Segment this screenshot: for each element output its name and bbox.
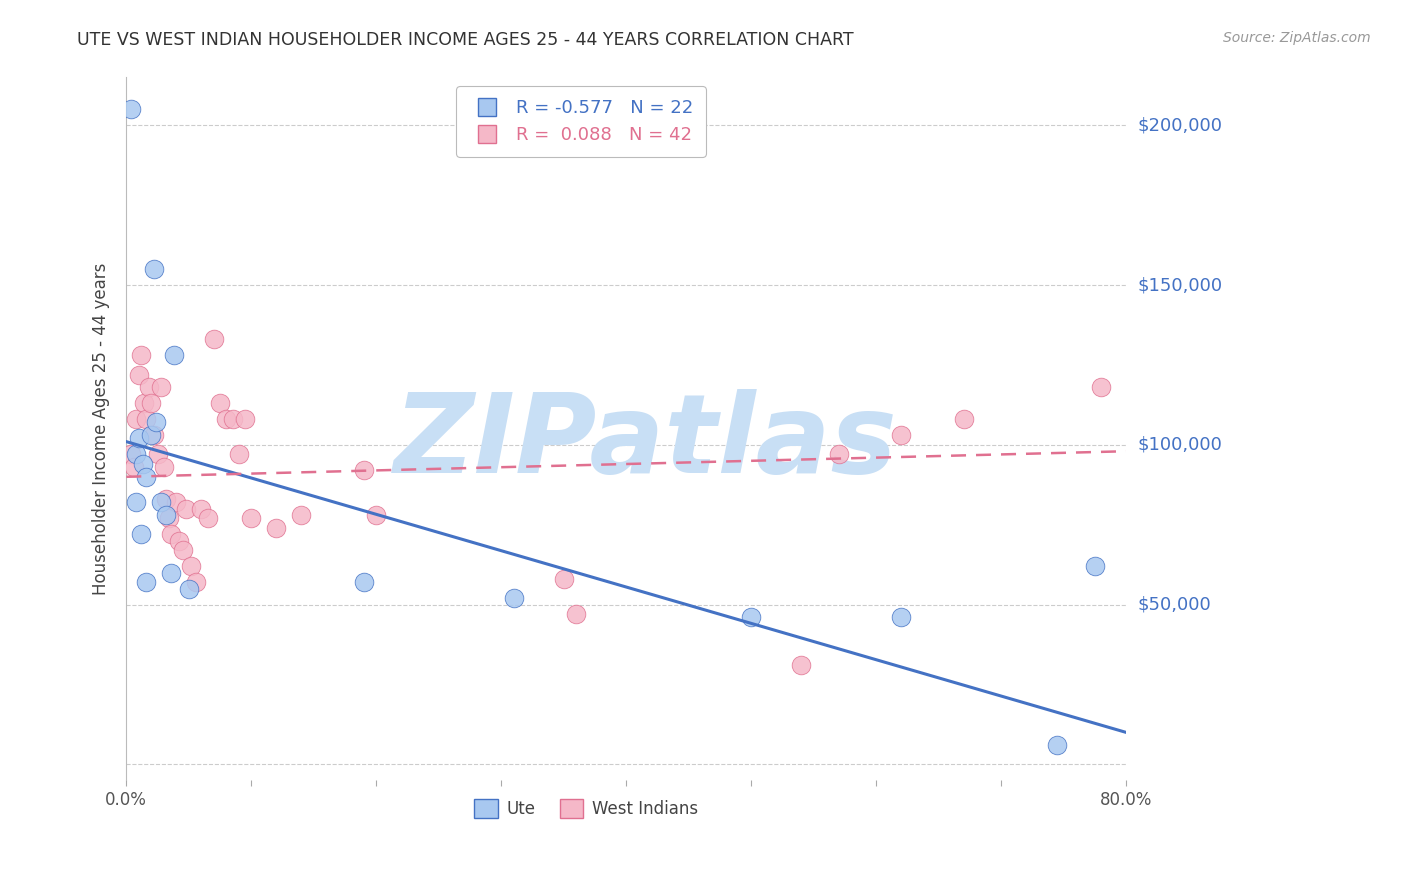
Point: [264, 521, 287, 535]
Point: [152, 460, 174, 475]
Point: [790, 658, 813, 673]
Point: [215, 412, 238, 426]
Point: [125, 447, 148, 461]
Point: [120, 103, 142, 117]
Point: [202, 333, 225, 347]
Point: [141, 396, 163, 410]
Point: [827, 447, 849, 461]
Point: [129, 348, 152, 362]
Point: [142, 428, 165, 442]
Point: [135, 470, 157, 484]
Point: [150, 495, 173, 509]
Point: [565, 607, 588, 622]
Y-axis label: Householder Income Ages 25 - 44 years: Householder Income Ages 25 - 44 years: [93, 262, 110, 595]
Point: [353, 463, 375, 477]
Point: [128, 368, 150, 382]
Point: [228, 447, 250, 461]
Text: ZIPatlas: ZIPatlas: [394, 390, 898, 497]
Point: [180, 559, 202, 574]
Point: [138, 380, 160, 394]
Point: [120, 447, 142, 461]
Point: [502, 591, 524, 606]
Point: [1046, 738, 1069, 752]
Point: [128, 432, 150, 446]
Point: [129, 527, 152, 541]
Legend: Ute, West Indians: Ute, West Indians: [468, 792, 704, 825]
Point: [155, 492, 177, 507]
Point: [740, 610, 762, 624]
Point: [186, 575, 208, 590]
Point: [135, 575, 157, 590]
Point: [160, 527, 183, 541]
Text: UTE VS WEST INDIAN HOUSEHOLDER INCOME AGES 25 - 44 YEARS CORRELATION CHART: UTE VS WEST INDIAN HOUSEHOLDER INCOME AG…: [77, 31, 853, 49]
Point: [890, 610, 912, 624]
Point: [146, 447, 169, 461]
Point: [165, 495, 187, 509]
Point: [167, 533, 190, 548]
Point: [190, 501, 212, 516]
Text: $50,000: $50,000: [1137, 596, 1211, 614]
Point: [177, 582, 200, 596]
Text: $100,000: $100,000: [1137, 436, 1222, 454]
Point: [197, 511, 219, 525]
Point: [208, 396, 231, 410]
Point: [155, 508, 177, 523]
Text: $150,000: $150,000: [1137, 277, 1222, 294]
Point: [163, 348, 186, 362]
Text: Source: ZipAtlas.com: Source: ZipAtlas.com: [1223, 31, 1371, 45]
Point: [145, 416, 167, 430]
Point: [553, 572, 575, 586]
Text: $200,000: $200,000: [1137, 116, 1222, 135]
Point: [142, 262, 165, 277]
Point: [125, 495, 148, 509]
Point: [131, 457, 153, 471]
Point: [1084, 559, 1107, 574]
Point: [141, 428, 163, 442]
Point: [135, 412, 157, 426]
Point: [952, 412, 974, 426]
Point: [890, 428, 912, 442]
Point: [240, 511, 263, 525]
Point: [174, 501, 197, 516]
Point: [150, 380, 173, 394]
Point: [366, 508, 388, 523]
Point: [1090, 380, 1112, 394]
Point: [233, 412, 256, 426]
Point: [132, 396, 155, 410]
Point: [125, 412, 148, 426]
Point: [172, 543, 194, 558]
Point: [157, 511, 180, 525]
Point: [353, 575, 375, 590]
Point: [290, 508, 312, 523]
Point: [160, 566, 183, 580]
Point: [221, 412, 243, 426]
Point: [122, 460, 145, 475]
